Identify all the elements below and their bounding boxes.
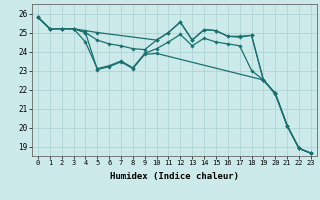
X-axis label: Humidex (Indice chaleur): Humidex (Indice chaleur) <box>110 172 239 181</box>
